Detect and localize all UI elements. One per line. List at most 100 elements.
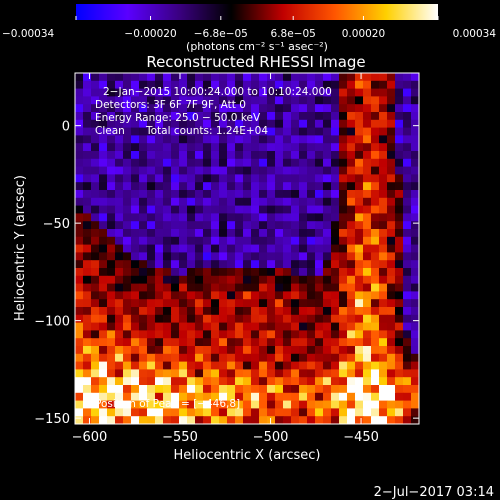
heatmap-cell bbox=[411, 143, 419, 152]
heatmap-cell bbox=[259, 166, 268, 175]
heatmap-cell bbox=[259, 229, 268, 238]
heatmap-cell bbox=[155, 119, 164, 129]
heatmap-cell bbox=[123, 338, 132, 347]
heatmap-cell bbox=[163, 252, 172, 261]
heatmap-cell bbox=[323, 221, 332, 230]
heatmap-cell bbox=[171, 229, 180, 238]
heatmap-cell bbox=[195, 361, 204, 370]
heatmap-cell bbox=[267, 252, 276, 261]
heatmap-cell bbox=[307, 104, 316, 113]
heatmap-cell bbox=[171, 88, 180, 97]
heatmap-cell bbox=[203, 377, 212, 386]
heatmap-cell bbox=[275, 119, 284, 129]
heatmap-cell bbox=[171, 307, 180, 316]
heatmap-cell bbox=[283, 73, 292, 82]
heatmap-cell bbox=[339, 353, 348, 363]
heatmap-cell bbox=[155, 197, 164, 207]
heatmap-cell bbox=[147, 346, 156, 355]
heatmap-cell bbox=[379, 346, 388, 355]
heatmap-cell bbox=[187, 236, 196, 246]
heatmap-cell bbox=[331, 299, 340, 308]
heatmap-cell bbox=[219, 416, 228, 424]
heatmap-cell bbox=[147, 221, 156, 230]
heatmap-cell bbox=[147, 244, 156, 253]
heatmap-cell bbox=[107, 400, 116, 409]
heatmap-cell bbox=[155, 174, 164, 183]
heatmap-cell bbox=[115, 299, 124, 308]
heatmap-cell bbox=[235, 190, 244, 199]
heatmap-cell bbox=[99, 158, 108, 168]
heatmap-cell bbox=[315, 268, 324, 277]
heatmap-cell bbox=[147, 205, 156, 214]
heatmap-cell bbox=[371, 166, 380, 175]
heatmap-cell bbox=[195, 377, 204, 386]
heatmap-cell bbox=[83, 229, 92, 238]
heatmap-cell bbox=[195, 205, 204, 214]
heatmap-cell bbox=[211, 166, 220, 175]
heatmap-cell bbox=[147, 416, 156, 424]
heatmap-cell bbox=[219, 322, 228, 331]
heatmap-cell bbox=[299, 213, 308, 222]
heatmap-cell bbox=[107, 96, 116, 105]
heatmap-cell bbox=[339, 197, 348, 207]
heatmap-cell bbox=[323, 174, 332, 183]
heatmap-cell bbox=[235, 143, 244, 152]
heatmap-cell bbox=[123, 322, 132, 331]
heatmap-cell bbox=[259, 104, 268, 113]
colorbar-tick-label: 0.00034 bbox=[453, 28, 497, 40]
heatmap-cell bbox=[83, 80, 92, 90]
heatmap-cell bbox=[387, 361, 396, 370]
heatmap-cell bbox=[339, 229, 348, 238]
heatmap-cell bbox=[91, 166, 100, 175]
heatmap-cell bbox=[131, 353, 140, 363]
heatmap-cell bbox=[355, 275, 364, 285]
heatmap-cell bbox=[267, 73, 276, 82]
heatmap-cell bbox=[251, 400, 260, 409]
heatmap-cell bbox=[331, 260, 340, 269]
heatmap-cell bbox=[259, 135, 268, 144]
heatmap-cell bbox=[323, 182, 332, 191]
heatmap-cell bbox=[203, 229, 212, 238]
heatmap-cell bbox=[243, 416, 252, 424]
heatmap-cell bbox=[115, 236, 124, 246]
heatmap-cell bbox=[235, 330, 244, 339]
heatmap-cell bbox=[131, 400, 140, 409]
heatmap-cell bbox=[347, 416, 356, 424]
heatmap-cell bbox=[75, 408, 84, 417]
heatmap-cell bbox=[203, 205, 212, 214]
heatmap-cell bbox=[211, 127, 220, 136]
heatmap-cell bbox=[411, 291, 419, 300]
heatmap-cell bbox=[283, 213, 292, 222]
heatmap-cell bbox=[379, 385, 388, 394]
heatmap-cell bbox=[99, 252, 108, 261]
heatmap-cell bbox=[187, 408, 196, 417]
heatmap-cell bbox=[283, 369, 292, 378]
heatmap-cell bbox=[139, 338, 148, 347]
heatmap-cell bbox=[339, 190, 348, 199]
heatmap-cell bbox=[363, 244, 372, 253]
heatmap-cell bbox=[243, 229, 252, 238]
heatmap-cell bbox=[395, 346, 404, 355]
heatmap-cell bbox=[155, 291, 164, 300]
heatmap-cell bbox=[371, 268, 380, 277]
heatmap-cell bbox=[411, 127, 419, 136]
heatmap-cell bbox=[267, 322, 276, 331]
heatmap-cell bbox=[179, 346, 188, 355]
heatmap-cell bbox=[203, 244, 212, 253]
plot-frame bbox=[74, 72, 420, 425]
heatmap-cell bbox=[131, 307, 140, 316]
heatmap-cell bbox=[171, 377, 180, 386]
heatmap-cell bbox=[379, 307, 388, 316]
heatmap-cell bbox=[259, 236, 268, 246]
heatmap-cell bbox=[371, 283, 380, 292]
heatmap-cell bbox=[219, 190, 228, 199]
heatmap-cell bbox=[411, 112, 419, 121]
heatmap-cell bbox=[379, 127, 388, 136]
heatmap-cell bbox=[211, 143, 220, 152]
heatmap-cell bbox=[115, 119, 124, 129]
heatmap-cell bbox=[403, 260, 412, 269]
heatmap-cell bbox=[123, 260, 132, 269]
heatmap-cell bbox=[131, 299, 140, 308]
heatmap-cell bbox=[227, 260, 236, 269]
heatmap-cell bbox=[171, 151, 180, 160]
